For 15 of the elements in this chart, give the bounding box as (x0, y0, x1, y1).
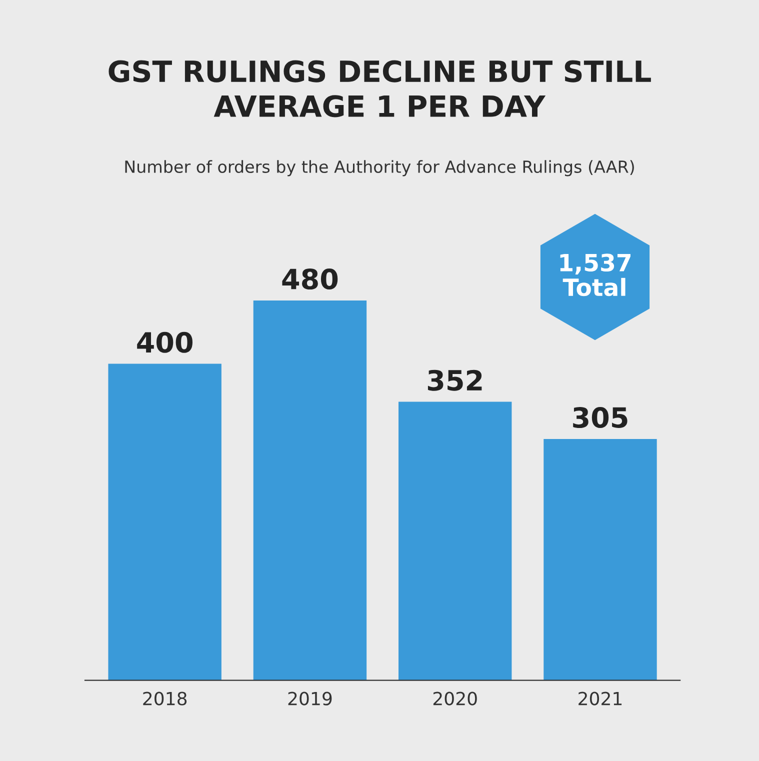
data-label: 352 (428, 370, 482, 391)
data-label: 305 (573, 407, 628, 428)
x-tick-label: 2019 (288, 692, 332, 706)
data-label: 480 (282, 268, 338, 290)
bar (544, 438, 657, 680)
data-label: 400 (137, 332, 192, 353)
text: 1,537 Total (560, 254, 630, 296)
bar (253, 300, 367, 680)
x-tick-label: 2020 (433, 692, 477, 706)
bar (398, 402, 512, 680)
chart-title: GST RULINGS DECLINE BUT STILL AVERAGE 1 PER DAY (108, 60, 651, 118)
x-tick-label: 2018 (143, 692, 187, 706)
x-tick-label: 2021 (578, 692, 622, 706)
bar (108, 364, 222, 680)
chart-subtitle: Number of orders by the Authority for Advance Rulings (AAR) (125, 160, 634, 176)
